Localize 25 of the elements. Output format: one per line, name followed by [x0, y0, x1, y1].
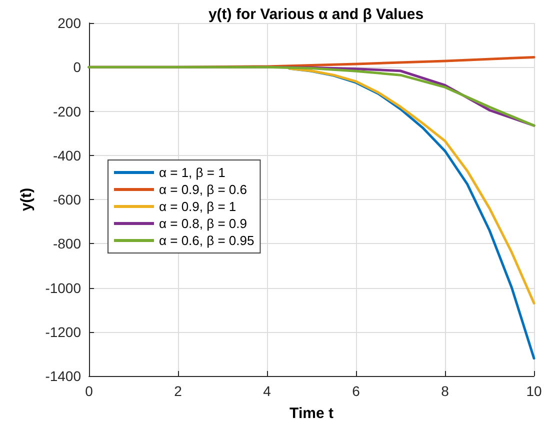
legend-label: α = 0.9, β = 1: [159, 199, 236, 214]
y-tick-label: -400: [52, 147, 82, 164]
x-tick-label: 2: [174, 383, 182, 399]
y-tick-label: 0: [73, 59, 82, 76]
x-tick-label: 6: [352, 383, 360, 399]
legend-label: α = 0.6, β = 0.95: [159, 233, 254, 248]
y-tick-label: -200: [52, 103, 82, 120]
y-tick-label: -1000: [45, 280, 82, 296]
line-series: [288, 67, 536, 304]
line-series: [88, 66, 536, 127]
x-tick-label: 10: [526, 383, 542, 399]
chart-title: y(t) for Various α and β Values: [208, 6, 424, 23]
x-tick-label: 8: [441, 383, 450, 399]
x-axis-title: Time t: [290, 405, 334, 422]
y-tick-label: -600: [52, 192, 82, 208]
legend-label: α = 0.8, β = 0.9: [159, 216, 247, 231]
y-tick-label: -1200: [45, 324, 82, 340]
y-tick-label: 200: [58, 15, 82, 31]
x-tick-label: 0: [85, 383, 94, 399]
legend-label: α = 1, β = 1: [159, 165, 226, 180]
legend-label: α = 0.9, β = 0.6: [159, 182, 247, 197]
y-axis-title: y(t): [18, 188, 35, 212]
y-tick-label: -800: [52, 236, 82, 252]
y-tick-label: -1400: [45, 368, 82, 384]
x-tick-label: 4: [263, 383, 272, 399]
